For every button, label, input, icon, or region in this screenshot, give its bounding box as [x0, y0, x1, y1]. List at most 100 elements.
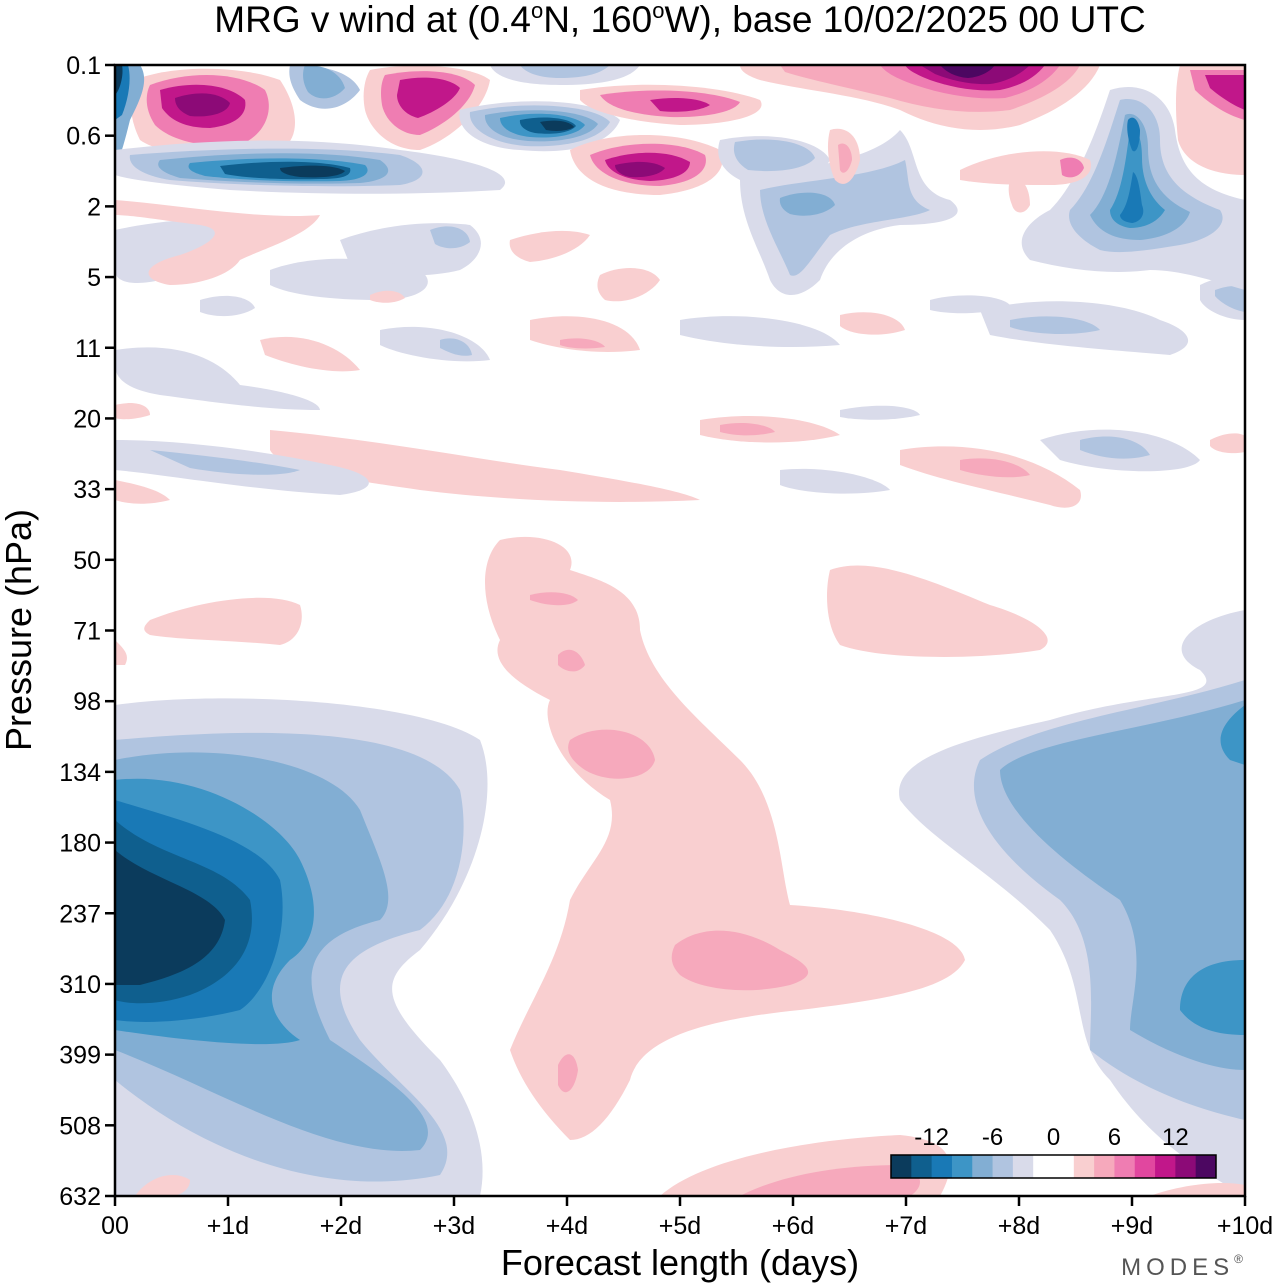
contour-upper-neg-far-right-12 [1120, 117, 1144, 223]
contour-pos-blob-3 [115, 640, 127, 665]
contour-upper-pos-far-right-12 [1205, 75, 1245, 110]
x-axis: 00 +1d +2d +3d +4d +5d +6d +7d +8d +9d +10d [101, 1196, 1273, 1240]
colorbar-swatch [1195, 1155, 1217, 1178]
x-tick-label: +8d [998, 1212, 1040, 1240]
colorbar-label: 12 [1162, 1124, 1189, 1151]
contour-band-20c [115, 403, 150, 420]
contour-band-5j [930, 295, 1010, 314]
contour-band-33c [960, 458, 1030, 478]
y-tick-label: 11 [75, 335, 101, 363]
contour-upper-neg-top-4b [520, 65, 610, 78]
x-tick-label: +2d [320, 1212, 362, 1240]
contour-upper-pos-top-right-18 [940, 65, 995, 78]
contour-band-neg-33b [150, 450, 300, 475]
colorbar-swatch [1175, 1155, 1197, 1178]
x-tick-label: +9d [1111, 1212, 1153, 1240]
contour-band-5d [430, 226, 470, 249]
x-tick-label: +6d [772, 1212, 814, 1240]
colorbar-swatch [1114, 1155, 1136, 1178]
x-tick-label: 00 [101, 1212, 129, 1240]
colorbar-swatch [1012, 1155, 1034, 1178]
contour-band-11h [840, 312, 905, 335]
contour-upper-neg-band-15 [280, 165, 345, 178]
y-tick-label: 50 [73, 547, 101, 575]
y-axis-label: Pressure (hPa) [0, 509, 39, 751]
contour-pos-mid-6c [558, 1054, 578, 1093]
contour-pos-tongue [485, 536, 965, 1140]
contour-band-5i [200, 295, 255, 317]
contour-band-5g [270, 258, 428, 300]
contour-band-20b [720, 422, 775, 436]
colorbar-label: 0 [1047, 1124, 1060, 1151]
contour-upper-neg-left-edge-3 [115, 65, 123, 95]
x-tick-label: +10d [1217, 1212, 1273, 1240]
colorbar-swatch [931, 1155, 953, 1178]
contour-band-neg-33c [780, 468, 890, 494]
contour-band-11c [380, 326, 490, 362]
contour-band-neg-33e [1080, 436, 1150, 459]
x-tick-label: +5d [659, 1212, 701, 1240]
contour-upper-pos-mid-2-15 [615, 161, 665, 178]
contour-band-20d [840, 405, 920, 420]
contour-band-11e [530, 316, 640, 352]
contour-neg-right-9 [1180, 705, 1245, 1035]
x-tick-label: +3d [433, 1212, 475, 1240]
y-tick-label: 134 [59, 759, 101, 787]
y-tick-label: 399 [59, 1042, 101, 1070]
contour-upper-pos-left-15 [175, 93, 230, 117]
contour-pos-blob-1 [144, 597, 302, 645]
x-tick-label: +1d [207, 1212, 249, 1240]
contour-band-11f [560, 338, 605, 349]
contour-band-33 [270, 430, 700, 502]
contour-band-11l [1215, 285, 1245, 312]
x-axis-label: Forecast length (days) [501, 1242, 859, 1283]
contour-upper-pos-top-2-12 [397, 77, 460, 118]
y-tick-label: 2 [87, 193, 101, 221]
colorbar-swatch [1094, 1155, 1115, 1178]
y-tick-label: 508 [59, 1112, 101, 1140]
contour-upper-neg-plume-6 [779, 192, 835, 216]
y-tick-label: 98 [73, 688, 101, 716]
contour-band-11g [680, 316, 840, 347]
y-axis: 0.1 0.6 2 5 11 20 33 50 71 98 134 180 237 310 399 508 63… [59, 52, 115, 1211]
contour-band-11b [260, 336, 360, 372]
brand-logo: MODES® [1121, 1252, 1248, 1281]
contour-neg-right-6 [1000, 700, 1245, 1070]
x-tick-label: +4d [546, 1212, 588, 1240]
colorbar-swatch [1155, 1155, 1176, 1178]
contour-upper-pos-small-2 [1060, 157, 1084, 178]
contour-field [115, 65, 1245, 1196]
y-tick-label: 0.1 [66, 52, 101, 80]
contour-pos-bottom-6 [740, 1165, 920, 1196]
y-tick-label: 180 [59, 830, 101, 858]
y-tick-label: 632 [59, 1183, 101, 1211]
y-tick-label: 33 [73, 476, 101, 504]
y-tick-label: 20 [73, 405, 101, 433]
chart-title: MRG v wind at (0.4oN, 160oW), base 10/02… [214, 0, 1145, 40]
contour-upper-neg-right-mid-3 [733, 139, 815, 172]
contour-band-11j [1010, 316, 1100, 334]
colorbar-label: -12 [914, 1124, 949, 1151]
colorbar: -12 -6 0 6 12 [890, 1124, 1217, 1179]
contour-pos-mid-6e [558, 649, 585, 672]
colorbar-swatch [951, 1155, 973, 1178]
contour-neg-left-core [115, 850, 225, 985]
contour-band-20e [1210, 433, 1245, 454]
contour-pos-mid-6a [568, 729, 655, 779]
colorbar-swatch [992, 1155, 1014, 1178]
contour-band-5b [115, 200, 320, 285]
colorbar-frame [890, 1154, 1217, 1179]
colorbar-swatch [911, 1155, 933, 1178]
contour-pos-bottom-right [1150, 1183, 1245, 1196]
y-tick-label: 71 [73, 618, 101, 646]
contour-pos-mid-6b [671, 930, 809, 991]
contour-band-11a [115, 347, 320, 410]
contour-band-5f [597, 268, 660, 302]
contour-band-5h [370, 290, 405, 303]
contour-band-11d [440, 338, 472, 356]
contour-pos-mid-6d [530, 592, 578, 606]
colorbar-label: -6 [982, 1124, 1003, 1151]
y-tick-label: 5 [87, 264, 101, 292]
colorbar-swatch [1073, 1155, 1095, 1178]
